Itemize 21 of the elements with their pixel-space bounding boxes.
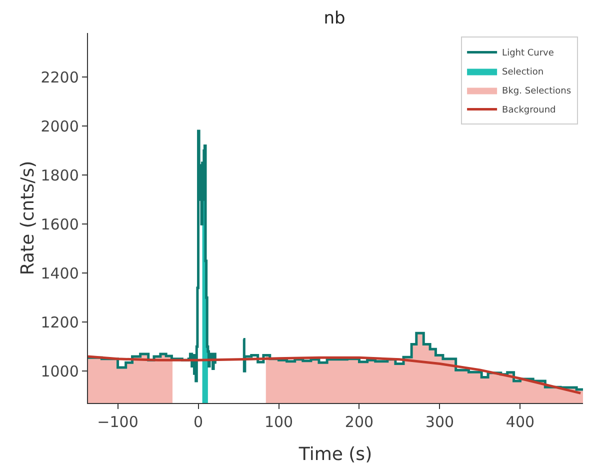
y-tick-label: 1000 (40, 362, 79, 380)
chart-title: nb (324, 8, 346, 29)
x-axis-title: Time (s) (298, 444, 372, 465)
y-tick-label: 1200 (40, 313, 79, 332)
y-tick-label: 1600 (40, 215, 79, 234)
x-tick-label: 400 (506, 413, 535, 432)
y-tick-label: 2000 (40, 117, 79, 136)
legend-label: Bkg. Selections (502, 86, 572, 97)
x-tick-label: −100 (97, 413, 138, 432)
legend-label: Background (502, 106, 556, 116)
y-axis-title: Rate (cnts/s) (18, 160, 39, 276)
y-tick-label: 1800 (40, 166, 79, 184)
legend-label: Light Curve (502, 48, 554, 59)
y-tick-label: 1400 (40, 264, 79, 282)
x-tick-label: 300 (425, 413, 454, 432)
y-tick-label: 2200 (40, 68, 79, 86)
legend-label: Selection (502, 68, 544, 78)
x-tick-label: 200 (344, 413, 374, 432)
line-series (88, 355, 582, 394)
x-tick-label: 100 (264, 413, 294, 432)
x-tick-label: 0 (193, 413, 204, 432)
